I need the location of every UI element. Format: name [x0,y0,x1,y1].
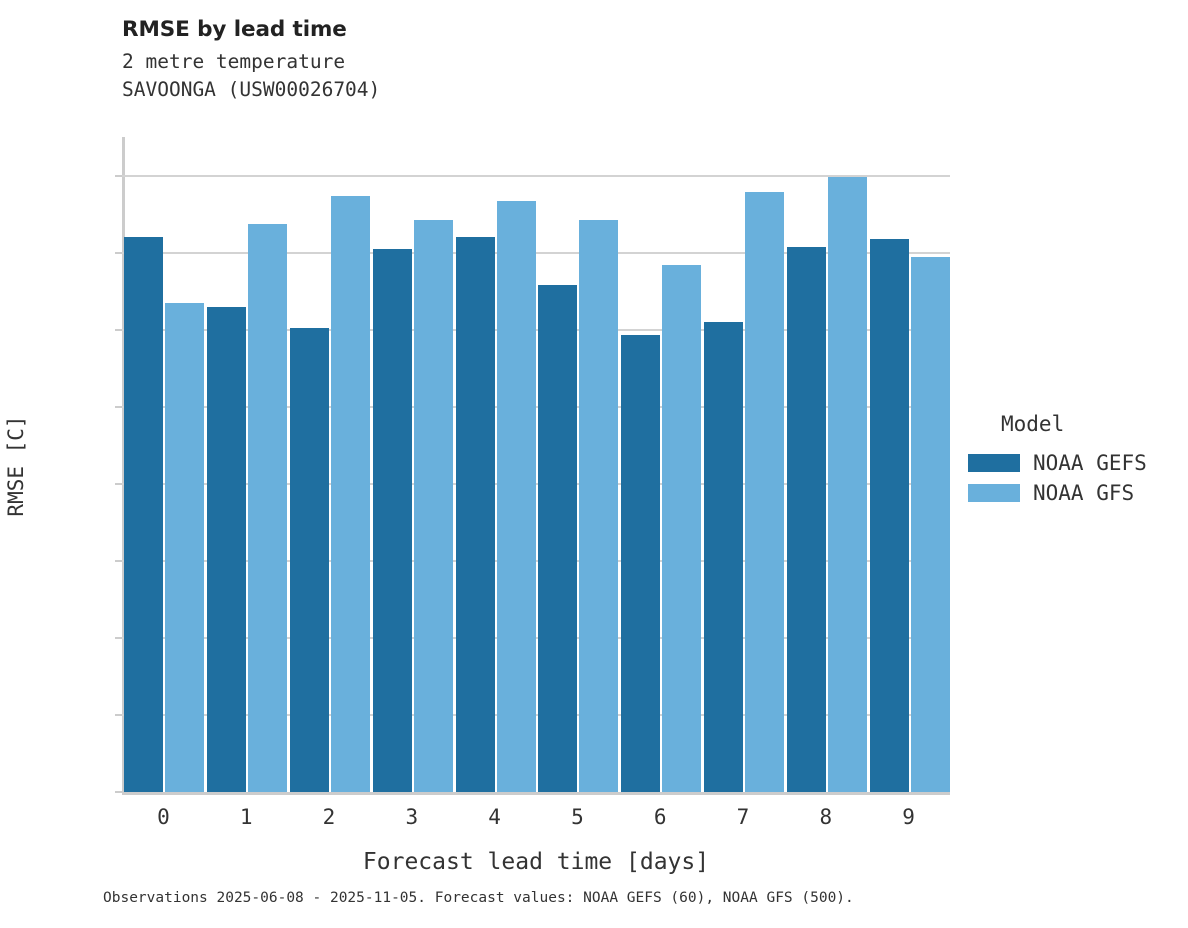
y-tick-mark [115,328,122,331]
y-tick-mark [115,791,122,793]
bar [827,176,867,792]
y-tick-mark [115,174,122,177]
x-tick-label: 4 [488,805,501,829]
bar [413,219,453,792]
x-tick-label: 3 [405,805,419,829]
bar [290,327,329,792]
bar [331,195,370,792]
bar [538,285,578,792]
x-tick-label: 5 [571,805,584,829]
gridline [122,559,950,562]
legend-item[interactable]: NOAA GEFS [968,448,1183,478]
bar [910,257,950,792]
legend-label: NOAA GFS [1033,481,1135,506]
page-title: RMSE by lead time [122,17,347,42]
gridline [122,174,950,177]
gridline [122,251,950,254]
y-tick-mark [115,713,122,716]
legend-entries: NOAA GEFS NOAA GFS [968,448,1183,508]
legend-swatch [968,454,1020,473]
x-axis-label: Forecast lead time [days] [362,849,710,875]
gridline [122,636,950,639]
bars-layer [122,137,950,792]
y-axis-spine [122,137,125,795]
x-tick-label: 9 [902,805,915,829]
gridline [122,713,950,716]
y-axis-label: RMSE [C] [4,415,28,517]
bar [579,219,619,792]
legend: Model NOAA GEFS NOAA GFS [968,412,1183,508]
bar [455,237,495,792]
bar [207,306,247,792]
y-tick-mark [115,405,122,408]
chart-subtitle-station: SAVOONGA (USW00026704) [122,77,381,101]
bar [248,223,288,792]
footer-note: Observations 2025-06-08 - 2025-11-05. Fo… [103,890,854,906]
bar [372,248,412,792]
y-tick-mark [115,251,122,254]
y-tick-mark [115,482,122,485]
legend-swatch [968,484,1020,503]
gridline [122,482,950,485]
bar [165,302,205,792]
legend-item[interactable]: NOAA GFS [968,478,1183,508]
legend-label: NOAA GEFS [1033,451,1147,476]
legend-title: Model [1001,412,1065,436]
bar [704,321,743,792]
y-tick-mark [115,636,122,639]
x-tick-label: 7 [736,805,750,829]
x-tick-label: 0 [157,805,170,829]
bar [621,335,661,792]
gridline [122,405,950,408]
x-tick-label: 6 [653,805,667,829]
x-axis-spine [122,792,950,795]
gridline [122,328,950,331]
bar [662,264,702,792]
bar [124,237,164,792]
title-block: RMSE by lead time 2 metre temperature SA… [122,17,942,103]
bar [869,239,909,792]
x-tick-label: 2 [322,805,336,829]
bar [786,246,826,792]
y-tick-mark [115,559,122,562]
bar [496,201,536,792]
bar [745,191,784,792]
x-tick-label: 1 [239,805,253,829]
x-tick-label: 8 [819,805,833,829]
chart-subtitle-variable: 2 metre temperature [122,50,346,74]
